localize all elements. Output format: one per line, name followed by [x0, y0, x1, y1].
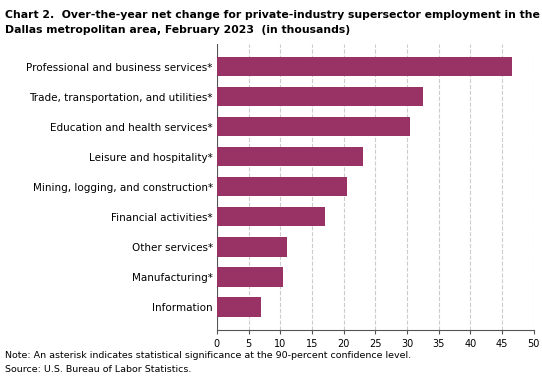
- Bar: [217, 237, 287, 256]
- Bar: [217, 177, 347, 197]
- Text: Note: An asterisk indicates statistical significance at the 90-percent confidenc: Note: An asterisk indicates statistical …: [5, 351, 411, 360]
- Bar: [217, 267, 283, 287]
- Bar: [217, 207, 325, 226]
- Bar: [217, 117, 410, 136]
- Bar: [217, 147, 363, 166]
- Bar: [217, 87, 423, 106]
- Text: Dallas metropolitan area, February 2023  (in thousands): Dallas metropolitan area, February 2023 …: [5, 25, 351, 35]
- Bar: [217, 297, 261, 317]
- Bar: [217, 57, 512, 76]
- Text: Chart 2.  Over-the-year net change for private-industry supersector employment i: Chart 2. Over-the-year net change for pr…: [5, 10, 540, 19]
- Text: Source: U.S. Bureau of Labor Statistics.: Source: U.S. Bureau of Labor Statistics.: [5, 365, 192, 374]
